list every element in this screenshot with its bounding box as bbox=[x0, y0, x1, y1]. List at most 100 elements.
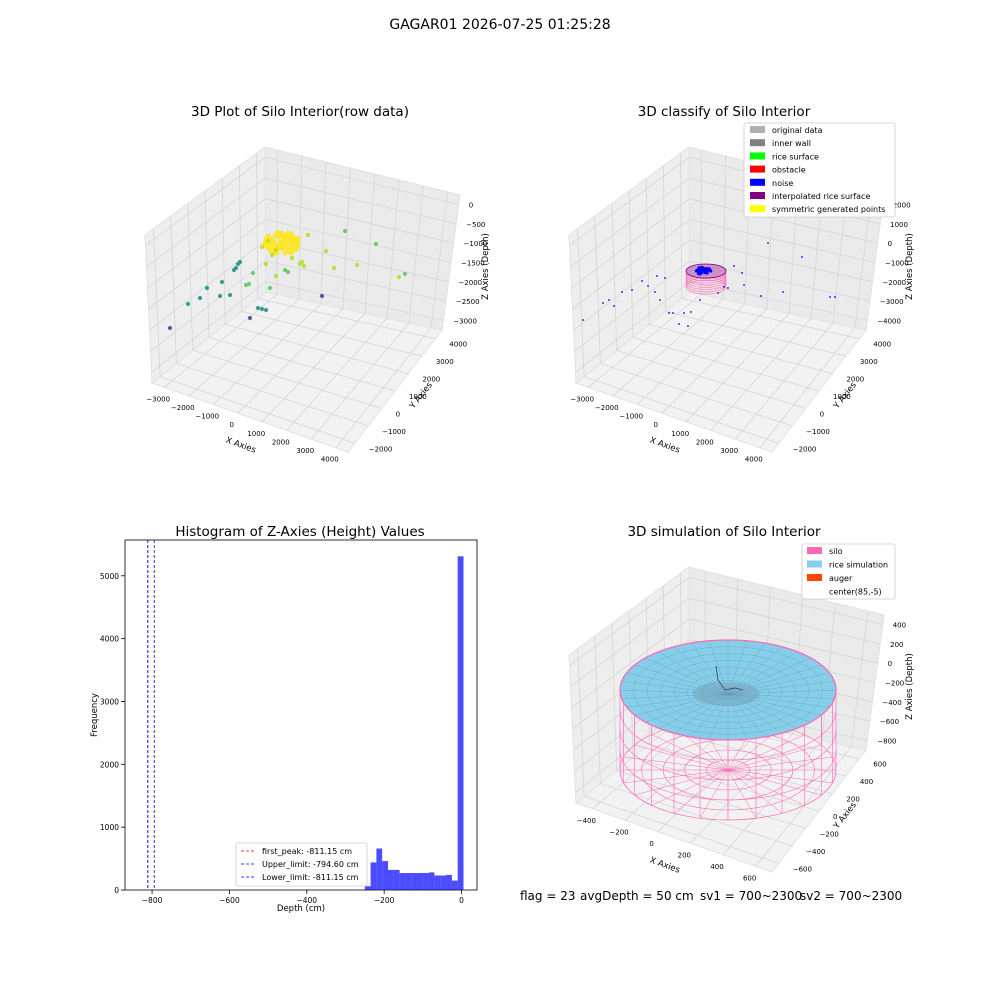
cls-noise-point bbox=[621, 291, 623, 293]
raw-x-tick-label: −1000 bbox=[195, 413, 219, 421]
sim-silo-base-spoke bbox=[623, 756, 729, 771]
raw-y-tick-label: 2000 bbox=[422, 376, 440, 384]
sim-x-tick-label: 400 bbox=[710, 863, 723, 871]
raw-data-point bbox=[273, 273, 279, 279]
cls-legend-label: original data bbox=[772, 126, 823, 135]
cls-y-gridline bbox=[662, 165, 846, 357]
sim-silo-wall-ring bbox=[619, 769, 837, 821]
hist-x-tick-label: −800 bbox=[142, 896, 163, 905]
cls-noise-point bbox=[687, 325, 689, 327]
raw-scatter-panel: −3000−2000−100001000200030004000−2000−10… bbox=[144, 146, 491, 464]
hist-bar bbox=[370, 862, 377, 890]
sim-rice-mesh-spoke bbox=[727, 651, 798, 695]
raw-data-point bbox=[204, 285, 210, 291]
hist-bar bbox=[405, 873, 412, 890]
sim-silo-wall-ring bbox=[619, 749, 837, 801]
sim-rice-mesh-spoke bbox=[727, 693, 830, 708]
raw-z-tick-label: −2000 bbox=[458, 279, 482, 287]
cls-silo-ring bbox=[685, 279, 727, 295]
raw-z-tick-label: −3000 bbox=[453, 317, 477, 325]
simulation-title: 3D simulation of Silo Interior bbox=[627, 524, 821, 540]
sim-x-tick-label: 0 bbox=[649, 840, 653, 848]
raw-y-gridline bbox=[170, 216, 369, 427]
raw-x-gridline bbox=[237, 167, 351, 414]
cls-noise-point bbox=[717, 292, 719, 294]
cls-z-gridline bbox=[572, 219, 876, 310]
cls-noise-point bbox=[703, 268, 707, 273]
sim-legend-label: auger bbox=[829, 574, 853, 583]
cls-z-gridline bbox=[573, 239, 873, 331]
hist-bar bbox=[451, 880, 458, 890]
sim-y-tick-label: 400 bbox=[860, 778, 873, 786]
hist-y-tick-label: 3000 bbox=[100, 697, 119, 706]
hist-legend-label: Upper_limit: -794.60 cm bbox=[262, 860, 359, 869]
hist-y-tick-label: 1000 bbox=[100, 823, 119, 832]
hist-bar bbox=[388, 869, 394, 890]
raw-data-point bbox=[282, 267, 288, 273]
raw-y-tick-label: −2000 bbox=[369, 445, 393, 453]
sim-z-tick-label: 0 bbox=[888, 660, 892, 668]
cls-noise-point bbox=[697, 268, 701, 272]
cls-legend-swatch bbox=[750, 126, 765, 133]
cls-z-tick-label: −3000 bbox=[880, 298, 904, 306]
sim-x-tick-label: −400 bbox=[577, 817, 596, 825]
sim-z-axis-label: Z Axies (Depth) bbox=[905, 653, 915, 720]
cls-legend-label: noise bbox=[772, 179, 793, 188]
cls-x-gridline bbox=[759, 191, 873, 448]
sim-rice-mesh-spoke bbox=[727, 693, 822, 716]
raw-data-point bbox=[285, 231, 290, 236]
cls-x-axis-label: X Axies bbox=[648, 436, 681, 456]
sim-rice-mesh-spoke bbox=[658, 651, 729, 695]
cls-z-axis-label: Z Axies (Depth) bbox=[905, 233, 915, 300]
raw-data-point bbox=[259, 244, 265, 250]
raw-data-point bbox=[279, 240, 284, 246]
raw-data-point bbox=[246, 281, 252, 287]
raw-y-gridline bbox=[187, 203, 382, 409]
sim-silo-base-spoke bbox=[727, 734, 805, 771]
cls-noise-point bbox=[829, 296, 831, 298]
hist-bar bbox=[434, 875, 441, 890]
hist-bar bbox=[364, 886, 371, 890]
sim-silo-base-spoke bbox=[727, 756, 833, 771]
sim-z-gridline bbox=[569, 576, 883, 666]
raw-x-gridline bbox=[188, 155, 302, 397]
hist-bar bbox=[446, 874, 452, 890]
cls-y-tick-label: 2000 bbox=[846, 376, 864, 384]
sim-legend-label: silo bbox=[829, 547, 843, 556]
raw-x-gridline bbox=[310, 185, 424, 440]
sim-z-tick-label: −800 bbox=[877, 737, 896, 745]
cls-noise-point bbox=[760, 295, 762, 297]
cls-noise-point bbox=[659, 299, 661, 301]
cls-noise-point bbox=[834, 296, 836, 298]
sim-rice-mesh-spoke bbox=[626, 693, 729, 708]
cls-z-tick-label: −2000 bbox=[882, 279, 906, 287]
cls-y-tick-label: 4000 bbox=[873, 341, 891, 349]
raw-data-point bbox=[279, 230, 284, 235]
cls-legend-swatch bbox=[750, 205, 765, 213]
cls-x-gridline bbox=[686, 173, 800, 423]
sim-z-tick-label: −600 bbox=[880, 718, 899, 726]
sim-rice-mesh-spoke bbox=[727, 664, 822, 695]
cls-x-gridline bbox=[612, 155, 726, 397]
raw-y-tick-label: 0 bbox=[396, 410, 400, 418]
raw-z-tick-label: −2500 bbox=[456, 298, 480, 306]
raw-x-tick-label: 1000 bbox=[247, 430, 265, 438]
raw-x-gridline bbox=[286, 179, 400, 431]
cls-noise-point bbox=[699, 271, 703, 275]
cls-noise-point bbox=[668, 312, 670, 314]
raw-data-point bbox=[263, 261, 269, 267]
cls-noise-point bbox=[743, 284, 745, 286]
sim-rice-mesh-spoke bbox=[673, 693, 729, 734]
raw-data-point bbox=[265, 238, 271, 244]
cls-legend-swatch bbox=[750, 165, 765, 173]
hist-legend-label: first_peak: -811.15 cm bbox=[262, 847, 352, 856]
sim-rice-mesh-spoke bbox=[727, 693, 835, 699]
raw-y-tick-label: 4000 bbox=[449, 341, 467, 349]
cls-legend-label: symmetric generated points bbox=[772, 205, 885, 214]
raw-x-gridline bbox=[335, 191, 449, 448]
raw-x-tick-label: −2000 bbox=[171, 404, 195, 412]
cls-noise-point bbox=[782, 291, 784, 293]
hist-bar bbox=[417, 873, 423, 890]
raw-data-point bbox=[323, 248, 329, 254]
sim-rice-mesh-spoke bbox=[727, 693, 798, 729]
